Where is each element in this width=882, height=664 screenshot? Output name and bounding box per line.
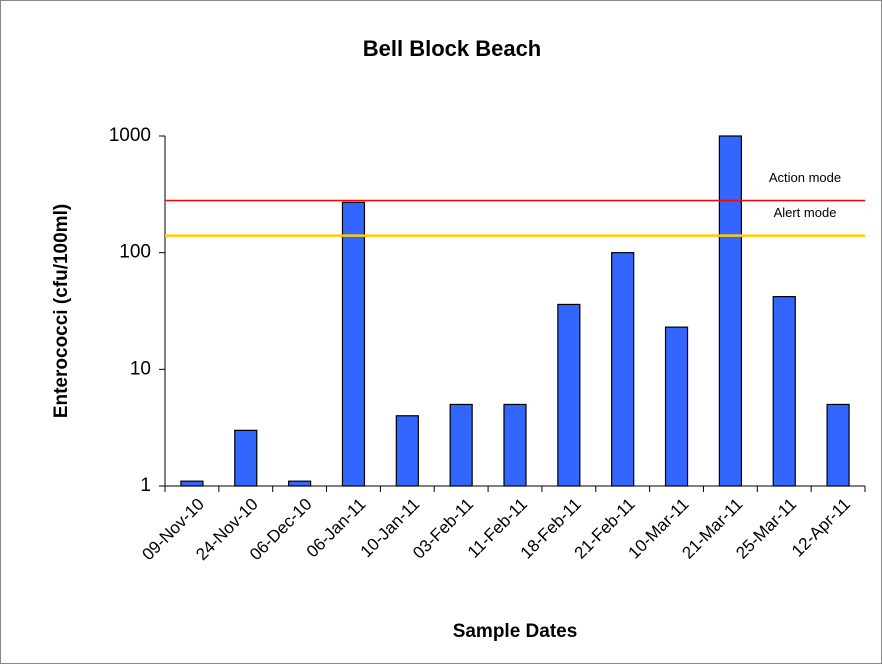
bar [234, 429, 258, 487]
reference-label: Action mode [769, 170, 841, 185]
bar [180, 480, 204, 487]
x-axis-label: Sample Dates [453, 621, 578, 642]
bar [772, 296, 796, 487]
bar [557, 303, 581, 487]
bar [718, 135, 742, 487]
bar [503, 403, 527, 487]
y-tick-label: 1000 [109, 125, 151, 146]
y-axis-label: Enterococci (cfu/100ml) [51, 204, 72, 418]
bar [449, 403, 473, 487]
bar [341, 201, 366, 487]
bar [826, 403, 850, 487]
y-tick-label: 1 [140, 475, 151, 496]
reference-label: Alert mode [774, 205, 837, 220]
bar [611, 252, 635, 487]
chart-title: Bell Block Beach [363, 36, 542, 61]
y-tick-label: 10 [130, 358, 151, 379]
y-tick-label: 100 [119, 242, 151, 263]
bar [288, 480, 312, 487]
bar [664, 326, 689, 487]
bar [395, 415, 419, 487]
